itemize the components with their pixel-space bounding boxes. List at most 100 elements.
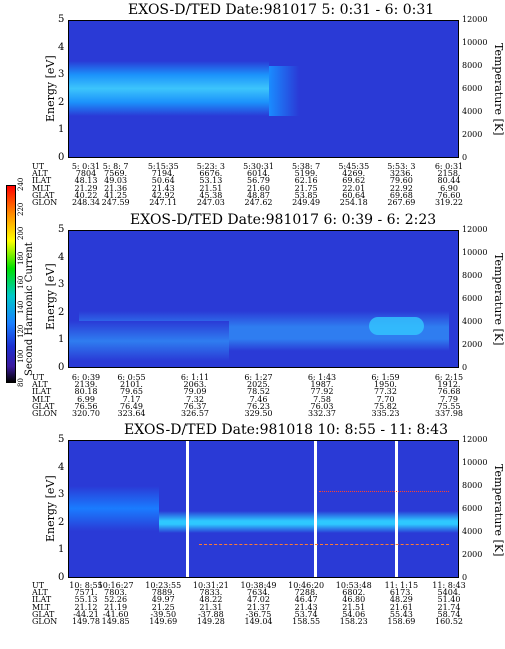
ephemeris-value: 21.60: [247, 183, 270, 193]
ephemeris-value: 1912.: [437, 380, 461, 390]
p3-ytick: 1: [58, 544, 65, 556]
ephemeris-value: 5:53: 3: [387, 162, 416, 171]
ephemeris-value: 78.52: [247, 387, 270, 397]
ephemeris-label: UT: [32, 581, 45, 590]
ephemeris-value: 21.61: [389, 602, 413, 612]
panel2-hotspot: [369, 317, 424, 335]
ephemeris-value: 48.13: [74, 176, 98, 186]
ephemeris-value: 5:30:31: [243, 162, 274, 171]
ephemeris-value: 7194.: [151, 169, 175, 179]
ephemeris-value: 21.12: [74, 602, 98, 612]
ephemeris-label: GLON: [32, 198, 58, 207]
p2-ytick-right: 12000: [462, 225, 488, 234]
ephemeris-value: 76.49: [120, 401, 143, 411]
p2-ytick-right: 2000: [462, 340, 483, 349]
p1-ytick: 2: [58, 96, 65, 108]
ephemeris-value: 48.22: [199, 595, 223, 605]
p2-ytick-right: 8000: [462, 271, 483, 280]
ephemeris-value: 2063.: [183, 380, 207, 390]
p2-ytick: 1: [58, 334, 65, 346]
ephemeris-label: MLT: [32, 602, 51, 612]
panel3-ylabel-right: Temperature [K]: [492, 464, 505, 557]
colorbar-tick: 240: [17, 177, 25, 191]
ephemeris-value: 149.28: [196, 617, 225, 626]
ephemeris-value: 21.31: [199, 602, 223, 612]
ephemeris-value: 337.98: [435, 409, 463, 418]
p1-ytick-right: 6000: [462, 84, 483, 93]
ephemeris-value: 22.01: [342, 183, 366, 193]
ephemeris-value: -39.50: [150, 609, 177, 619]
colorbar-tick: 100: [17, 349, 25, 363]
ephemeris-value: 69.62: [342, 176, 366, 186]
p2-ephemeris: UT ALT ILAT MLT GLAT GLON 6: 0:39 2139. 80.18 6.9…: [0, 373, 505, 422]
p3-ytick-right: 0: [462, 573, 468, 582]
ephemeris-label: ALT: [32, 380, 48, 390]
p3-ytick-right: 6000: [462, 504, 483, 513]
ephemeris-value: 21.19: [104, 602, 128, 612]
ephemeris-value: 7.32: [186, 394, 204, 404]
ephemeris-value: 6: 2:15: [434, 373, 464, 382]
ephemeris-value: 47.02: [247, 595, 270, 605]
p2-ytick: 3: [58, 279, 65, 291]
ephemeris-label: ALT: [32, 169, 48, 179]
p3-ytick-right: 8000: [462, 481, 483, 490]
ephemeris-label: GLON: [32, 617, 58, 626]
panel2-title: EXOS-D/TED Date:981017 6: 0:39 - 6: 2:23: [130, 212, 437, 228]
ephemeris-value: 60.64: [342, 190, 366, 200]
ephemeris-value: 6014.: [247, 169, 270, 179]
ephemeris-value: 10: 8:55: [69, 581, 103, 590]
p3-ytick: 2: [58, 516, 65, 528]
ephemeris-value: 7804: [75, 169, 97, 179]
p1-ytick-right: 0: [462, 153, 468, 162]
ephemeris-value: 21.43: [151, 183, 175, 193]
ephemeris-value: 6802.: [342, 588, 366, 598]
ephemeris-value: 53.74: [294, 609, 318, 619]
ephemeris-value: 21.74: [437, 602, 461, 612]
ephemeris-value: 45.38: [199, 190, 223, 200]
ephemeris-value: 21.51: [342, 602, 366, 612]
ephemeris-value: 248.34: [72, 198, 100, 207]
p2-ytick: 5: [58, 224, 65, 235]
ephemeris-value: 326.57: [181, 409, 209, 418]
ephemeris-value: 5199.: [294, 169, 318, 179]
ephemeris-label: ALT: [32, 588, 48, 598]
ephemeris-value: 10:46:20: [288, 581, 325, 590]
ephemeris-label: GLAT: [32, 609, 55, 619]
ephemeris-value: 2158.: [437, 169, 461, 179]
ephemeris-value: 149.69: [149, 617, 178, 626]
p3-ephemeris: UT ALT ILAT MLT GLAT GLON 10: 8:55 7571. 55.13 21…: [0, 581, 505, 630]
ephemeris-value: 2025.: [247, 380, 270, 390]
ephemeris-value: 6: 1:27: [244, 373, 273, 382]
ephemeris-value: 7569.: [104, 169, 128, 179]
ephemeris-value: 46.80: [342, 595, 366, 605]
p2-ytick-right: 4000: [462, 317, 483, 326]
ephemeris-value: 62.16: [294, 176, 318, 186]
panel3-band-left: [69, 486, 159, 531]
ephemeris-value: 329.50: [244, 409, 273, 418]
ephemeris-value: 319.22: [435, 198, 463, 207]
ephemeris-value: 76.23: [247, 401, 270, 411]
ephemeris-value: 1987.: [310, 380, 334, 390]
p3-ytick: 0: [58, 572, 65, 583]
ephemeris-value: 7803.: [104, 588, 128, 598]
panel1-band-fade: [269, 66, 299, 116]
ephemeris-value: 76.68: [437, 387, 461, 397]
ephemeris-value: 79.65: [120, 387, 143, 397]
ephemeris-label: ILAT: [32, 595, 52, 605]
ephemeris-value: 77.32: [374, 387, 397, 397]
ephemeris-value: 7571.: [74, 588, 98, 598]
ephemeris-value: 49.97: [151, 595, 175, 605]
colorbar-tick: 120: [17, 324, 25, 338]
p1-ytick-right: 10000: [462, 38, 488, 47]
panel3-temp-line: [199, 544, 449, 546]
ephemeris-value: 249.49: [292, 198, 321, 207]
colorbar-tick: 160: [17, 275, 25, 289]
ephemeris-value: 55.43: [389, 609, 413, 619]
ephemeris-value: 77.92: [310, 387, 334, 397]
ephemeris-value: 149.04: [244, 617, 273, 626]
ephemeris-value: 58.74: [437, 609, 461, 619]
ephemeris-value: 51.40: [437, 595, 461, 605]
ephemeris-value: 7.58: [313, 394, 331, 404]
ephemeris-value: 247.03: [196, 198, 225, 207]
ephemeris-value: 49.03: [104, 176, 128, 186]
